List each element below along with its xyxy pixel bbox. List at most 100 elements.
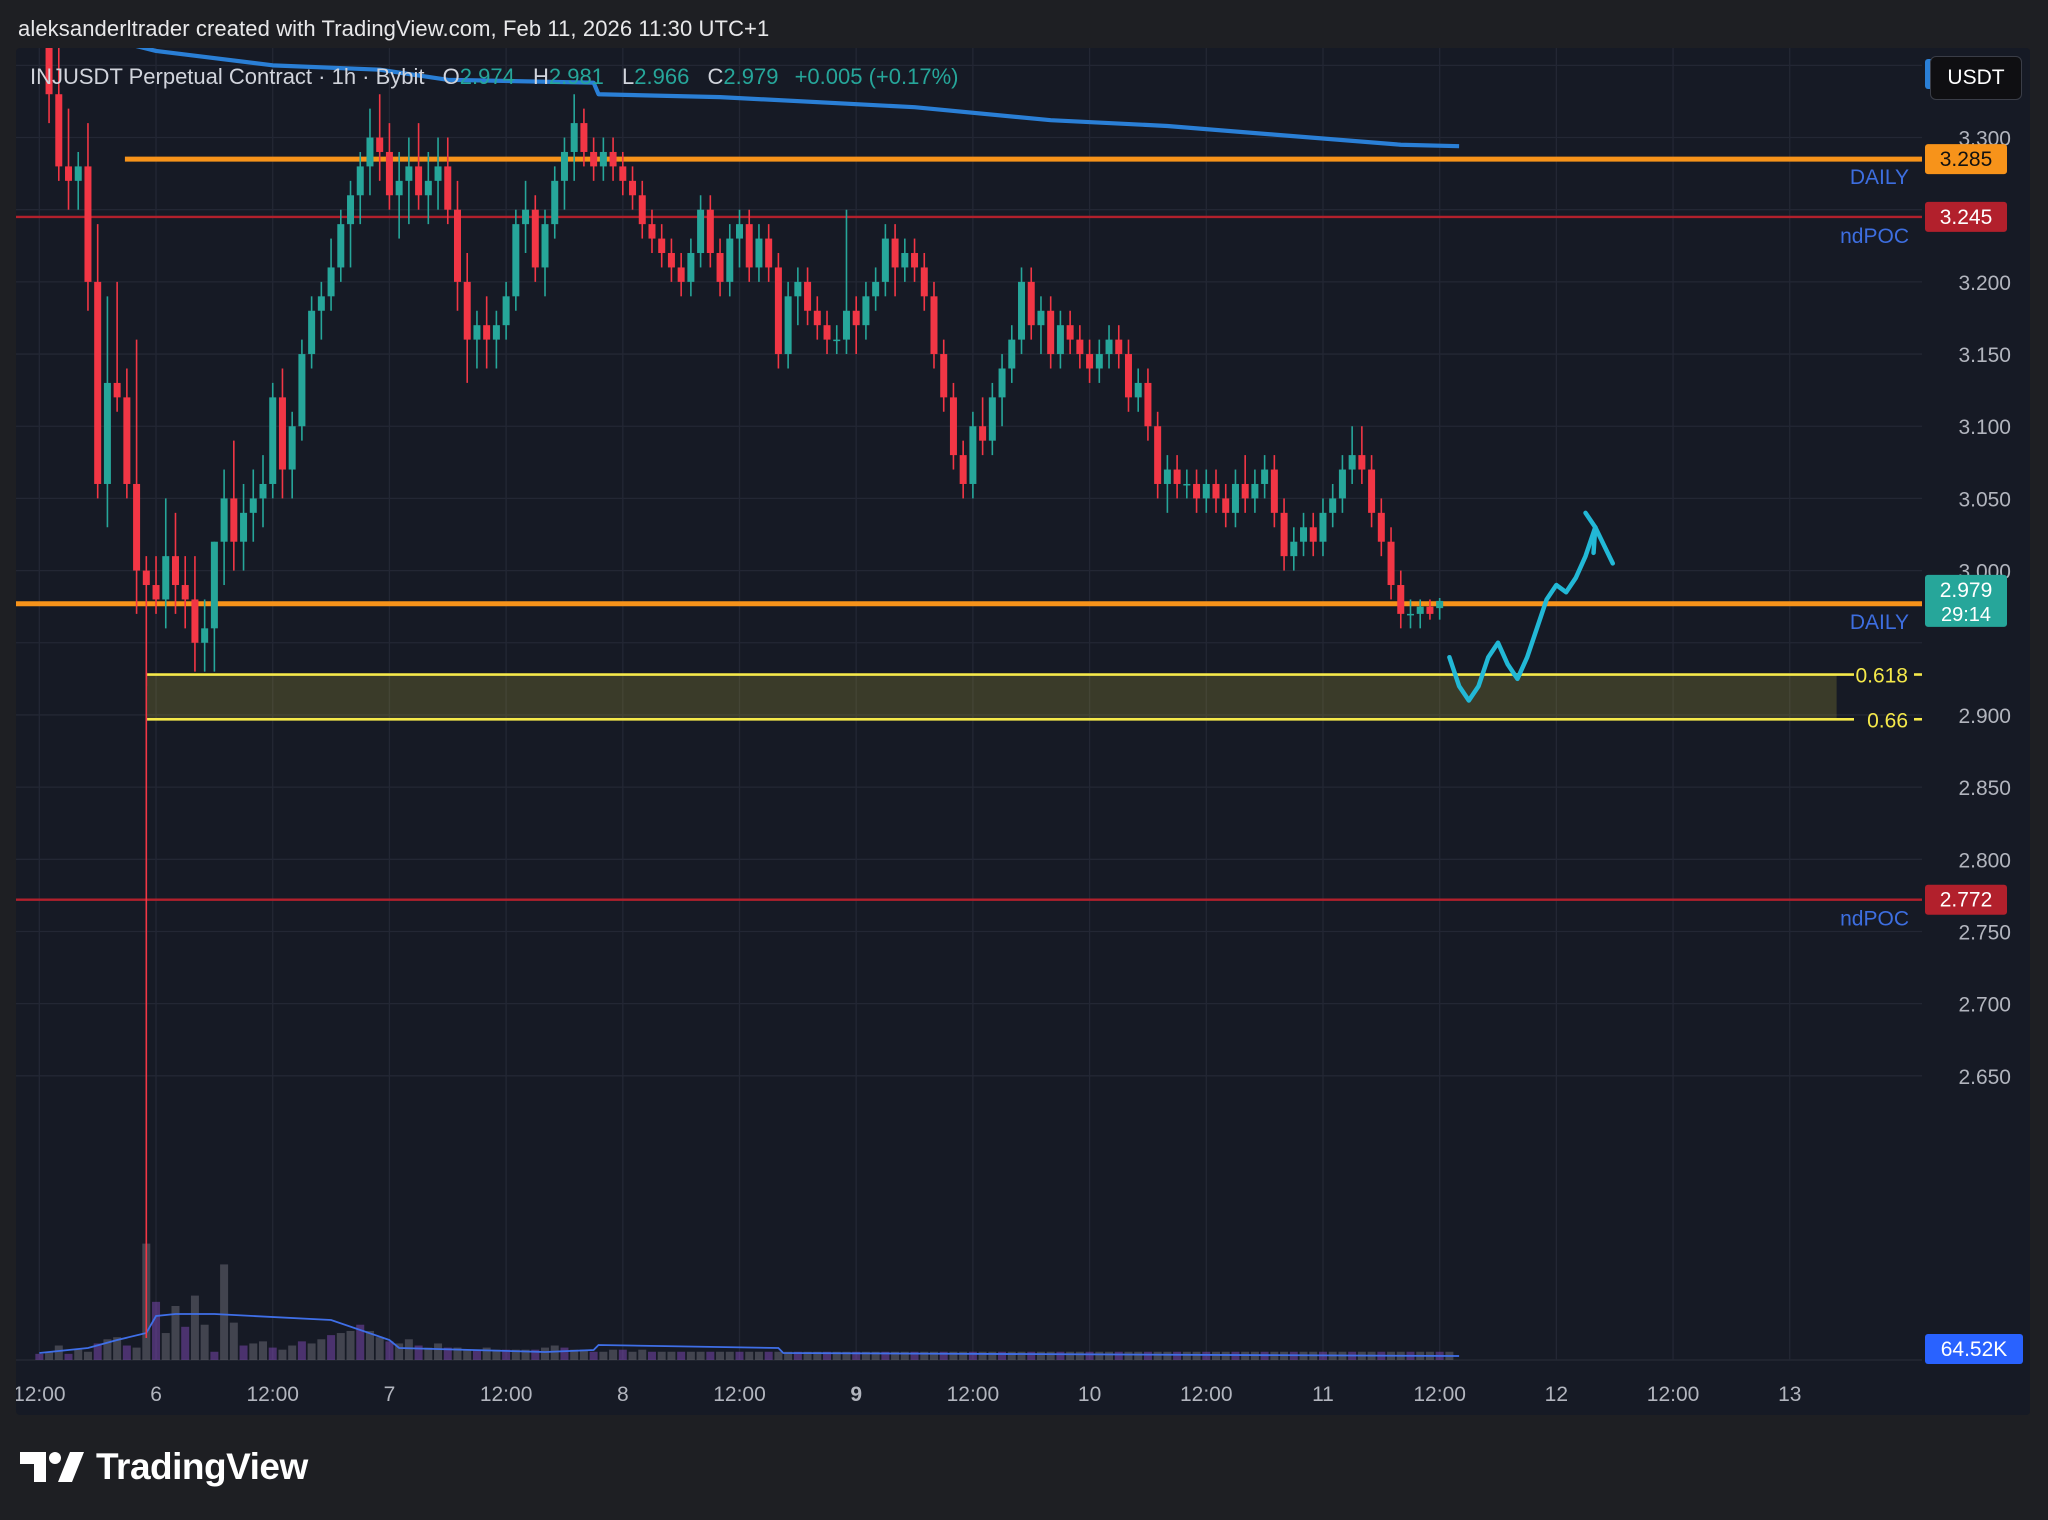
volume-bar [297, 1341, 306, 1360]
price-tick-label: 3.050 [1958, 488, 2011, 511]
candle [1348, 426, 1356, 484]
candle-body [453, 209, 461, 282]
candle-body [162, 556, 170, 600]
candle [560, 137, 568, 210]
candle [1056, 310, 1064, 369]
candle [240, 483, 248, 571]
candle-body [152, 585, 160, 600]
candle-body [1008, 339, 1016, 369]
candle [1027, 267, 1035, 340]
price-tick-label: 2.650 [1958, 1066, 2011, 1089]
candle [736, 209, 744, 268]
candle-body [560, 151, 568, 181]
candle-body [492, 325, 500, 340]
volume-bar [638, 1349, 647, 1360]
candle [181, 556, 189, 629]
candle-body [1426, 606, 1434, 614]
candle-body [405, 166, 413, 181]
candle-body [1193, 483, 1201, 499]
volume-bar [83, 1351, 92, 1360]
candle [1377, 498, 1385, 557]
candle [979, 397, 987, 456]
volume-bar [356, 1324, 365, 1360]
volume-bar [463, 1349, 472, 1360]
candle [862, 281, 870, 340]
volume-bar [453, 1347, 462, 1360]
volume-bar [385, 1341, 394, 1360]
candle-body [648, 224, 656, 239]
volume-bar [570, 1349, 579, 1360]
volume-bar [336, 1333, 345, 1360]
candle-body [599, 151, 607, 167]
candle-body [317, 296, 325, 311]
candle-body [745, 224, 753, 268]
candle [1436, 598, 1444, 620]
candle-body [376, 137, 384, 152]
time-tick-label: 12:00 [16, 1383, 66, 1406]
candle-body [123, 397, 131, 484]
ndpoc-level-badge-bg [1925, 201, 2007, 232]
close-label: C [707, 64, 724, 89]
volume-bar [103, 1339, 112, 1360]
ndpoc-level-badge: 2.772 [1940, 889, 1993, 912]
candle [842, 209, 850, 355]
candle [1193, 469, 1201, 513]
ndpoc-level-name: ndPOC [1840, 908, 1909, 931]
volume-bar [1007, 1351, 1016, 1360]
time-tick-label: 12:00 [947, 1383, 1000, 1406]
candle [609, 137, 617, 181]
candle [1261, 455, 1269, 499]
last-price-badge-bg [1925, 574, 2007, 627]
currency-button[interactable]: USDT [1930, 56, 2022, 100]
candle-body [337, 224, 345, 268]
candle-body [1173, 469, 1181, 484]
candle-body [541, 224, 549, 268]
volume-bar [910, 1351, 919, 1360]
time-tick-label: 7 [384, 1383, 396, 1406]
candle-body [881, 238, 889, 282]
volume-bar [891, 1351, 900, 1360]
candle-body [522, 209, 530, 225]
tradingview-logo-icon [20, 1452, 84, 1482]
volume-bar [1173, 1351, 1182, 1360]
candle-body [210, 541, 218, 629]
price-chart[interactable]: 0.6180.66DAILYndPOCDAILYndPOC3.4003.3503… [16, 48, 2030, 1415]
candle [813, 296, 821, 340]
price-tick-label: 3.200 [1958, 272, 2011, 295]
candle [502, 281, 510, 340]
candle-body [551, 180, 559, 225]
open-value: 2.974 [459, 64, 515, 89]
candle [1309, 512, 1317, 557]
candle-body [590, 151, 598, 167]
candle [1290, 527, 1298, 571]
volume-bar [939, 1351, 948, 1360]
candle [405, 137, 413, 225]
brand-name: TradingView [96, 1446, 308, 1487]
volume-bar [657, 1351, 666, 1360]
fib-zone-fill [146, 674, 1837, 720]
candle-body [55, 94, 63, 167]
candle [327, 238, 335, 311]
candle-body [1231, 483, 1239, 513]
candle [794, 267, 802, 326]
candle-body [842, 310, 850, 340]
volume-bar [161, 1333, 170, 1360]
candle [444, 137, 452, 225]
candle [687, 238, 695, 297]
volume-bar [404, 1339, 413, 1360]
volume-bar [54, 1345, 63, 1360]
volume-bar [492, 1349, 501, 1360]
volume-bar [259, 1341, 268, 1360]
candle [988, 382, 996, 456]
volume-bar [745, 1351, 754, 1360]
chart-panel[interactable]: 0.6180.66DAILYndPOCDAILYndPOC3.4003.3503… [16, 48, 2030, 1415]
time-tick-label: 9 [850, 1383, 862, 1406]
candle-body [278, 397, 286, 470]
candle [667, 238, 675, 282]
candle [998, 354, 1006, 427]
daily-level-badge: 3.285 [1940, 148, 1993, 171]
candle [1124, 339, 1132, 412]
volume-bar [920, 1351, 929, 1360]
volume-bar [686, 1351, 695, 1360]
candle-body [1134, 382, 1142, 398]
